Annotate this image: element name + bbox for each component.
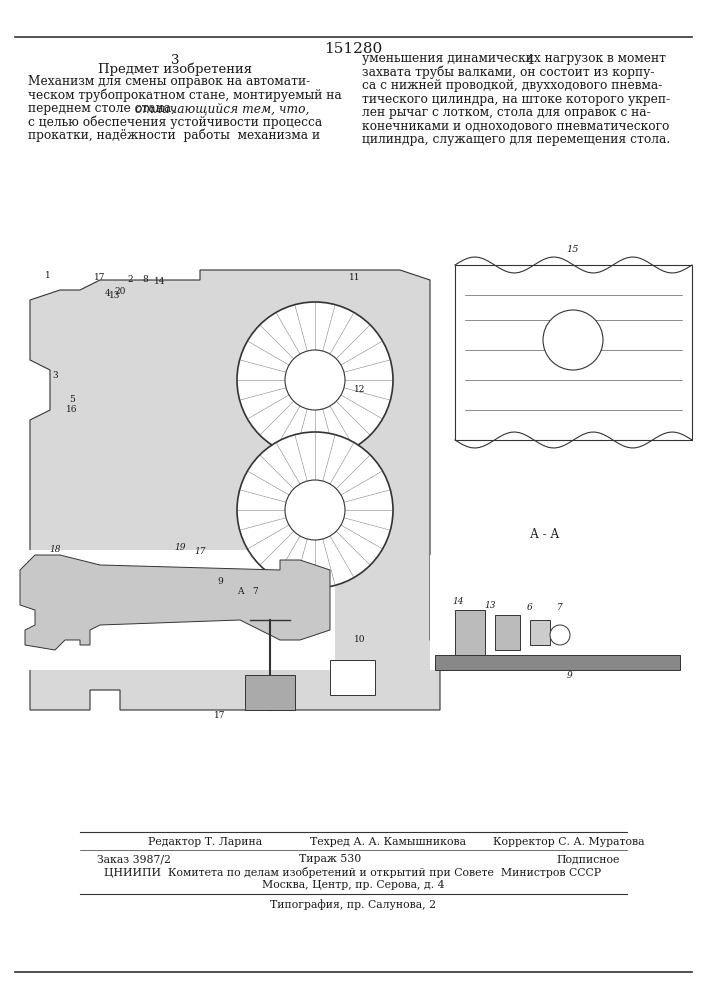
Text: 19: 19 bbox=[174, 544, 186, 552]
Text: Корректор С. А. Муратова: Корректор С. А. Муратова bbox=[493, 837, 645, 847]
Bar bbox=[15, 550, 335, 670]
Text: переднем столе стана,: переднем столе стана, bbox=[28, 102, 179, 115]
Text: 4: 4 bbox=[105, 290, 111, 298]
Text: ческом трубопрокатном стане, монтируемый на: ческом трубопрокатном стане, монтируемый… bbox=[28, 89, 341, 102]
Circle shape bbox=[543, 310, 603, 370]
Text: отличающийся тем, что,: отличающийся тем, что, bbox=[135, 102, 310, 115]
Bar bbox=[495, 615, 520, 650]
Text: 13: 13 bbox=[484, 600, 496, 609]
Circle shape bbox=[285, 350, 345, 410]
Text: 9: 9 bbox=[217, 578, 223, 586]
Text: 17: 17 bbox=[214, 710, 226, 720]
Text: 7: 7 bbox=[557, 602, 563, 611]
Text: Механизм для смены оправок на автомати-: Механизм для смены оправок на автомати- bbox=[28, 75, 310, 88]
Text: 7: 7 bbox=[252, 587, 258, 596]
Text: Редактор Т. Ларина: Редактор Т. Ларина bbox=[148, 837, 262, 847]
Polygon shape bbox=[30, 270, 440, 710]
Text: тического цилиндра, на штоке которого укреп-: тического цилиндра, на штоке которого ук… bbox=[362, 93, 670, 105]
Bar bbox=[455, 610, 485, 655]
Text: 151280: 151280 bbox=[324, 42, 382, 56]
Text: 8: 8 bbox=[142, 275, 148, 284]
Bar bbox=[245, 675, 295, 710]
Text: 4: 4 bbox=[526, 54, 534, 67]
Bar bbox=[15, 180, 692, 760]
Text: лен рычаг с лотком, стола для оправок с на-: лен рычаг с лотком, стола для оправок с … bbox=[362, 106, 650, 119]
Circle shape bbox=[550, 625, 570, 645]
Text: A: A bbox=[237, 587, 243, 596]
Bar bbox=[15, 270, 445, 720]
Text: 9: 9 bbox=[567, 670, 573, 680]
Text: 2: 2 bbox=[127, 275, 133, 284]
Text: прокатки, надёжности  работы  механизма и: прокатки, надёжности работы механизма и bbox=[28, 129, 320, 142]
Bar bbox=[430, 555, 685, 670]
Bar bbox=[330, 660, 375, 695]
Text: Москва, Центр, пр. Серова, д. 4: Москва, Центр, пр. Серова, д. 4 bbox=[262, 880, 444, 890]
Text: Техред А. А. Камышникова: Техред А. А. Камышникова bbox=[310, 837, 466, 847]
Text: са с нижней проводкой, двухходового пневма-: са с нижней проводкой, двухходового пнев… bbox=[362, 79, 662, 92]
Text: уменьшения динамических нагрузок в момент: уменьшения динамических нагрузок в момен… bbox=[362, 52, 666, 65]
Text: 13: 13 bbox=[110, 292, 121, 300]
Circle shape bbox=[285, 480, 345, 540]
Circle shape bbox=[237, 432, 393, 588]
Text: 10: 10 bbox=[354, 636, 366, 645]
Text: 3: 3 bbox=[171, 54, 180, 67]
Text: 14: 14 bbox=[452, 597, 464, 606]
Text: захвата трубы валками, он состоит из корпу-: захвата трубы валками, он состоит из кор… bbox=[362, 66, 655, 79]
Text: Подписное: Подписное bbox=[556, 854, 620, 864]
Bar bbox=[455, 265, 692, 440]
Text: 3: 3 bbox=[52, 370, 58, 379]
Text: 18: 18 bbox=[49, 546, 61, 554]
Text: 17: 17 bbox=[194, 548, 206, 556]
Text: 20: 20 bbox=[115, 288, 126, 296]
Bar bbox=[530, 620, 550, 645]
Text: 15: 15 bbox=[567, 245, 579, 254]
Text: 11: 11 bbox=[349, 273, 361, 282]
Text: с целью обеспечения устойчивости процесса: с целью обеспечения устойчивости процесс… bbox=[28, 115, 322, 129]
Text: 17: 17 bbox=[94, 273, 106, 282]
Text: Предмет изобретения: Предмет изобретения bbox=[98, 62, 252, 76]
Circle shape bbox=[237, 302, 393, 458]
Text: конечниками и одноходового пневматического: конечниками и одноходового пневматическо… bbox=[362, 119, 670, 132]
Text: 5: 5 bbox=[69, 395, 75, 404]
Polygon shape bbox=[20, 555, 330, 650]
Text: 6: 6 bbox=[527, 602, 533, 611]
Text: цилиндра, служащего для перемещения стола.: цилиндра, служащего для перемещения стол… bbox=[362, 133, 670, 146]
Text: 1: 1 bbox=[45, 270, 51, 279]
Bar bbox=[435, 655, 680, 670]
Text: А - А: А - А bbox=[530, 528, 560, 542]
Text: Заказ 3987/2: Заказ 3987/2 bbox=[97, 854, 171, 864]
Text: Типография, пр. Салунова, 2: Типография, пр. Салунова, 2 bbox=[270, 899, 436, 910]
Text: 16: 16 bbox=[66, 406, 78, 414]
Text: ЦНИИПИ  Комитета по делам изобретений и открытий при Совете  Министров СССР: ЦНИИПИ Комитета по делам изобретений и о… bbox=[105, 867, 602, 878]
Text: 12: 12 bbox=[354, 385, 366, 394]
Text: Тираж 530: Тираж 530 bbox=[299, 854, 361, 864]
Text: 14: 14 bbox=[154, 277, 165, 286]
